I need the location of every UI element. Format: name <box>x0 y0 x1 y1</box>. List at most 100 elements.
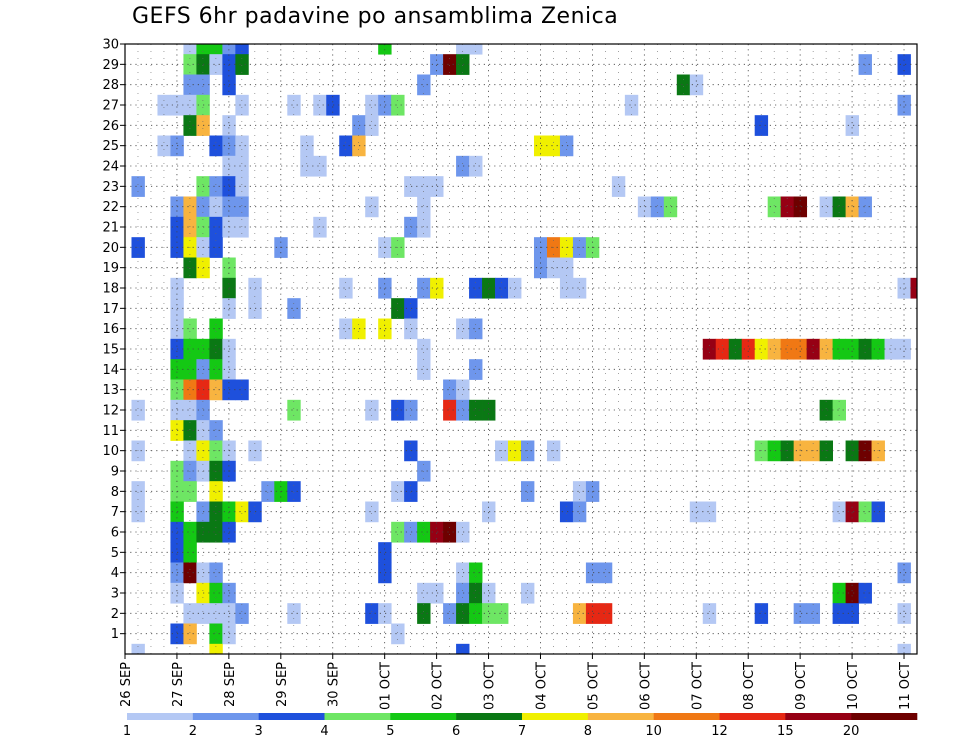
colorbar-swatch <box>785 713 852 720</box>
colorbar-swatch <box>522 713 589 720</box>
heatmap-cell <box>209 643 223 654</box>
y-tick-label: 30 <box>102 38 119 53</box>
heatmap-cell <box>443 521 457 543</box>
heatmap-cell <box>131 399 145 421</box>
heatmap-cell <box>533 135 548 157</box>
colorbar-label: 5 <box>386 724 394 739</box>
heatmap-cell <box>430 176 444 197</box>
colorbar-swatch <box>653 713 720 720</box>
colorbar-label: 12 <box>711 724 728 739</box>
heatmap-cell <box>378 542 392 563</box>
y-tick-label: 3 <box>111 587 119 602</box>
heatmap-cell <box>417 277 431 299</box>
heatmap-cell <box>559 501 574 523</box>
heatmap-cell <box>183 379 197 401</box>
y-tick-label: 12 <box>102 404 119 419</box>
x-tick-label: 11 OCT <box>898 662 913 710</box>
heatmap-cell <box>365 501 379 523</box>
y-tick-label: 10 <box>102 444 119 459</box>
x-tick-label: 09 OCT <box>794 662 809 710</box>
heatmap-cell <box>391 481 405 502</box>
heatmap-cell <box>456 379 470 401</box>
heatmap-cell <box>391 298 405 319</box>
heatmap-cell <box>183 44 197 55</box>
colorbar-label: 1 <box>123 724 131 739</box>
heatmap-cell <box>417 582 431 604</box>
heatmap-cell <box>183 318 197 340</box>
heatmap-cell <box>209 216 223 238</box>
y-tick-label: 16 <box>102 322 119 337</box>
heatmap-cell <box>793 603 808 624</box>
heatmap-cell <box>391 94 405 116</box>
heatmap-cell <box>910 277 917 299</box>
heatmap-cell <box>209 521 223 543</box>
colorbar-swatch <box>192 713 259 720</box>
heatmap-cell <box>572 603 587 624</box>
heatmap-cell <box>845 338 859 360</box>
y-tick-label: 11 <box>102 424 119 439</box>
heatmap-cell <box>689 501 704 523</box>
heatmap-cell <box>235 176 249 197</box>
heatmap-cell <box>391 521 405 543</box>
heatmap-cell <box>287 94 301 116</box>
heatmap-cell <box>456 562 470 584</box>
heatmap-cell <box>209 176 223 197</box>
heatmap-cell <box>378 603 392 624</box>
heatmap-cell <box>378 94 392 116</box>
heatmap-cell <box>209 196 223 218</box>
colorbar-swatch <box>390 713 457 720</box>
heatmap-cell <box>209 44 223 55</box>
heatmap-cell <box>559 135 574 157</box>
heatmap-cell <box>585 603 600 624</box>
y-tick-label: 14 <box>102 363 119 378</box>
heatmap-cell <box>235 603 249 624</box>
heatmap-cell <box>793 440 808 462</box>
y-tick-label: 28 <box>102 78 119 93</box>
heatmap-cell <box>508 277 522 299</box>
heatmap-cell <box>624 94 639 116</box>
heatmap-cell <box>806 603 821 624</box>
heatmap-cell <box>897 277 911 299</box>
heatmap-cell <box>183 603 197 624</box>
heatmap-cell <box>417 74 431 96</box>
heatmap-cell <box>897 643 911 654</box>
heatmap-cell <box>845 440 859 462</box>
heatmap-cell <box>819 338 833 360</box>
heatmap-cell <box>404 318 418 340</box>
heatmap-cell <box>702 501 717 523</box>
heatmap-cell <box>391 623 405 645</box>
heatmap-cell <box>313 216 327 238</box>
y-tick-label: 8 <box>111 485 119 500</box>
colorbar-swatch <box>258 713 325 720</box>
colorbar-label: 6 <box>452 724 460 739</box>
heatmap-cell <box>417 338 431 360</box>
heatmap-cell <box>235 54 249 75</box>
heatmap-cell <box>754 603 769 624</box>
heatmap-cell <box>456 643 470 654</box>
heatmap-cell <box>443 399 457 421</box>
y-tick-label: 27 <box>102 99 119 114</box>
heatmap-cell <box>858 501 872 523</box>
heatmap-cell <box>482 501 496 523</box>
heatmap-cell <box>209 338 223 360</box>
colorbar-swatch <box>456 713 523 720</box>
heatmap-cell <box>845 115 859 136</box>
heatmap-cell <box>728 338 743 360</box>
heatmap-cell <box>572 277 587 299</box>
heatmap-cell <box>430 521 444 543</box>
heatmap-cell <box>183 74 197 96</box>
heatmap-cell <box>300 135 314 157</box>
heatmap-cell <box>430 54 444 75</box>
heatmap-cell <box>443 54 457 75</box>
heatmap-cell <box>378 277 392 299</box>
heatmap-cell <box>676 74 691 96</box>
x-tick-label: 04 OCT <box>534 662 549 710</box>
y-tick-label: 1 <box>111 627 119 642</box>
heatmap-cell <box>456 44 470 55</box>
y-tick-label: 21 <box>102 221 119 236</box>
heatmap-cell <box>559 277 574 299</box>
y-tick-label: 9 <box>111 465 119 480</box>
heatmap-cell <box>235 94 249 116</box>
heatmap-cell <box>209 379 223 401</box>
